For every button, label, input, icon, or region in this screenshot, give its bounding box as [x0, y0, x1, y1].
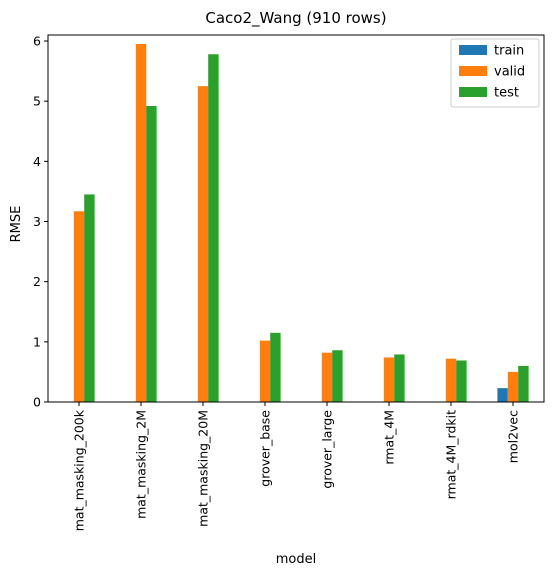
chart-title: Caco2_Wang (910 rows): [205, 9, 386, 28]
plot-area: 0 1 2 3 4 5 6 mat_masking_200k mat_masking_2M mat…: [33, 34, 545, 531]
bar-test-grover_large: [332, 350, 343, 402]
legend: train valid test: [450, 38, 540, 108]
x-tick-label: mat_masking_2M: [134, 410, 149, 519]
legend-label-train: train: [494, 44, 524, 59]
bar-valid-grover_base: [259, 340, 271, 402]
bar-valid-grover_large: [321, 352, 333, 402]
y-tick-label: 1: [33, 334, 41, 349]
y-tick-label: 3: [33, 214, 41, 229]
y-tick-label: 0: [33, 395, 41, 410]
x-tick-label: grover_large: [320, 410, 335, 489]
y-tick-label: 4: [33, 154, 41, 169]
bar-valid-mat_masking_200k: [73, 211, 85, 402]
legend-label-test: test: [494, 86, 519, 101]
bar-test-mol2vec: [518, 365, 529, 402]
legend-swatch-valid: [459, 66, 487, 76]
bar-test-grover_base: [270, 332, 281, 402]
y-tick-label: 6: [33, 34, 41, 49]
bar-valid-mat_masking_2M: [135, 44, 147, 403]
x-tick-label: grover_base: [258, 410, 273, 487]
bar-test-rmat_4M: [394, 354, 405, 402]
legend-label-valid: valid: [494, 65, 525, 80]
bar-test-rmat_4M_rdkit: [456, 360, 467, 402]
legend-swatch-test: [459, 87, 487, 97]
x-tick-label: rmat_4M: [382, 410, 397, 465]
bar-valid-mol2vec: [507, 371, 519, 402]
bar-test-mat_masking_200k: [84, 194, 95, 402]
bar-train-mol2vec: [497, 388, 508, 402]
y-tick-label: 2: [33, 274, 41, 289]
x-axis-title: model: [276, 552, 316, 567]
bar-valid-mat_masking_20M: [197, 86, 209, 402]
bar-test-mat_masking_2M: [146, 105, 157, 403]
x-tick-label: rmat_4M_rdkit: [444, 410, 459, 499]
bar-test-mat_masking_20M: [208, 54, 219, 402]
y-axis-title: RMSE: [9, 206, 24, 243]
x-tick-label: mol2vec: [506, 410, 521, 463]
bar-valid-rmat_4M_rdkit: [445, 358, 457, 402]
x-tick-label: mat_masking_20M: [196, 410, 211, 527]
bar-valid-rmat_4M: [383, 357, 395, 402]
y-tick-label: 5: [33, 94, 41, 109]
x-tick-label: mat_masking_200k: [72, 409, 87, 531]
legend-swatch-train: [459, 45, 487, 55]
plot-frame: [47, 34, 545, 403]
